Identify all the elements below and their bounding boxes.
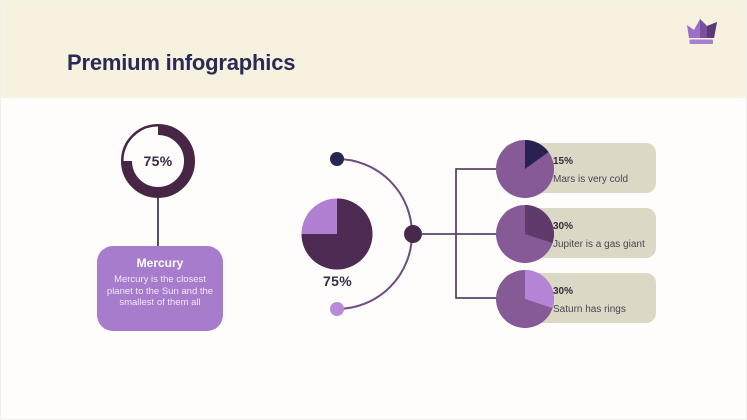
orbit-dot-bottom [330,302,344,316]
mars-percentage-label: 15% [553,156,574,167]
mercury-card: Mercury Mercury is the closest planet to… [97,246,223,331]
center-pie-dark-slice [301,198,373,270]
donut-chart [121,124,195,198]
mars-caption: Mars is very cold [553,174,629,185]
orbit-dot-top [330,152,344,166]
mercury-card-title: Mercury [136,256,184,270]
donut-remainder-arc [121,124,159,162]
jupiter-caption: Jupiter is a gas giant [553,239,645,250]
jupiter-pie-chart [496,205,554,263]
row-pie-wedge [525,205,554,243]
mars-pie-chart [496,140,554,198]
row-pie-wedge [525,270,554,308]
donut-percentage-label: 75% [143,153,173,169]
saturn-pie-chart [496,270,554,328]
header-band [1,1,746,98]
row-pie-wedge [525,140,549,169]
saturn-caption: Saturn has rings [553,304,626,315]
crown-icon [687,19,717,44]
center-pie-percentage-label: 75% [323,273,352,289]
mercury-card-description: Mercury is the closest planet to the Sun… [106,274,214,308]
page-title: Premium infographics [67,50,296,75]
orbit-dot-middle [404,225,422,243]
donut-value-arc [121,124,195,198]
saturn-percentage-label: 30% [553,286,574,297]
jupiter-percentage-label: 30% [553,221,574,232]
center-pie-chart [301,198,373,270]
